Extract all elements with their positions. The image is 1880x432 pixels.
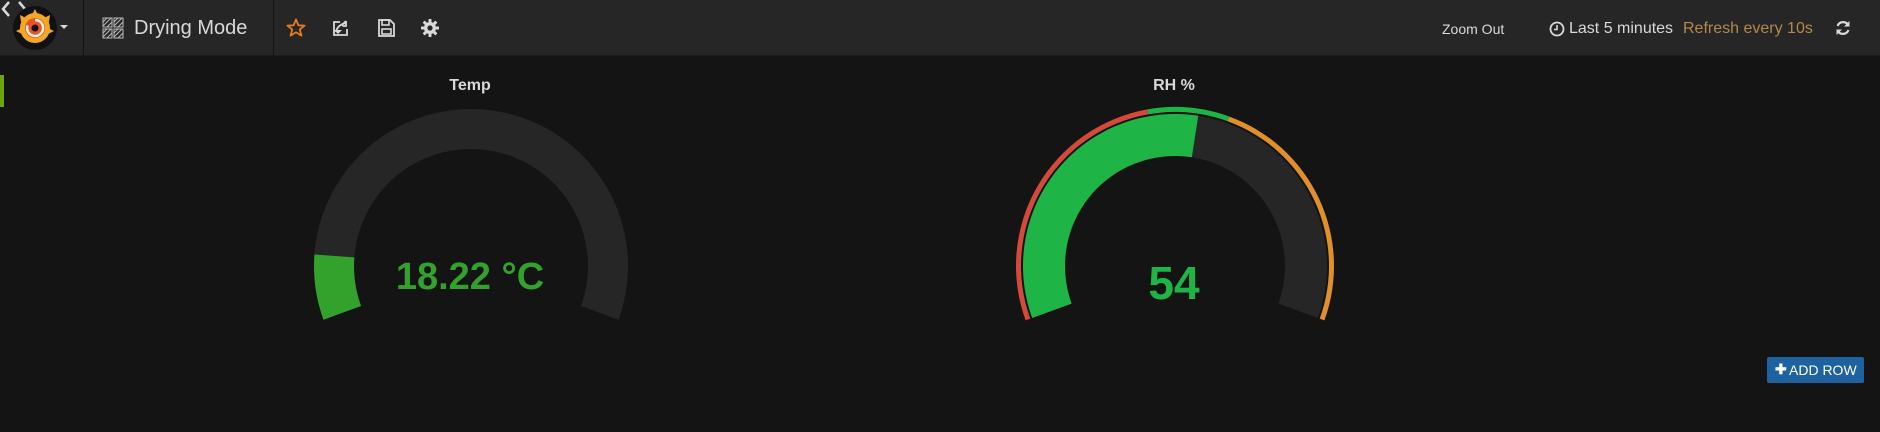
rh-panel: RH % 54 [999, 66, 1349, 346]
panel-title: RH % [1153, 77, 1195, 94]
top-navbar: Drying Mode Zoom Out [0, 0, 1880, 56]
refresh-interval-label[interactable]: Refresh every 10s [1683, 20, 1813, 37]
dashboard-title: Drying Mode [134, 17, 248, 39]
gear-icon[interactable] [420, 18, 440, 38]
add-row-label: ADD ROW [1789, 362, 1857, 378]
share-icon[interactable] [331, 18, 351, 38]
threshold-ok-marker [1147, 107, 1230, 122]
dashboard-grid-icon [102, 17, 124, 39]
panel-title: Temp [449, 77, 491, 94]
temp-gauge [314, 108, 628, 320]
add-row-button[interactable]: ✚ ADD ROW [1767, 357, 1864, 383]
gauge-track [314, 108, 628, 320]
time-range-label: Last 5 minutes [1569, 20, 1674, 37]
plus-icon: ✚ [1775, 361, 1787, 377]
gauge-value: 18.22 °C [395, 256, 545, 298]
clock-icon [1549, 21, 1565, 37]
gauge-value: 54 [1148, 257, 1200, 309]
zoom-out-button[interactable]: Zoom Out [1442, 21, 1505, 37]
refresh-icon[interactable] [1834, 19, 1852, 37]
gauge-fill [1023, 114, 1199, 318]
grafana-logo-icon [13, 6, 57, 50]
dashboard-title-dropdown[interactable]: Drying Mode [84, 0, 342, 56]
chevron-down-icon [60, 25, 68, 29]
temp-panel: Temp 18.22 °C [295, 66, 645, 346]
chevron-down-icon [334, 30, 342, 34]
row-collapse-handle[interactable] [0, 75, 4, 107]
chevron-left-icon[interactable] [0, 0, 12, 18]
rh-gauge [1016, 107, 1334, 321]
star-icon[interactable] [286, 18, 306, 38]
gauge-fill [314, 254, 362, 320]
save-icon[interactable] [376, 18, 396, 38]
grafana-menu-button[interactable] [0, 0, 84, 56]
